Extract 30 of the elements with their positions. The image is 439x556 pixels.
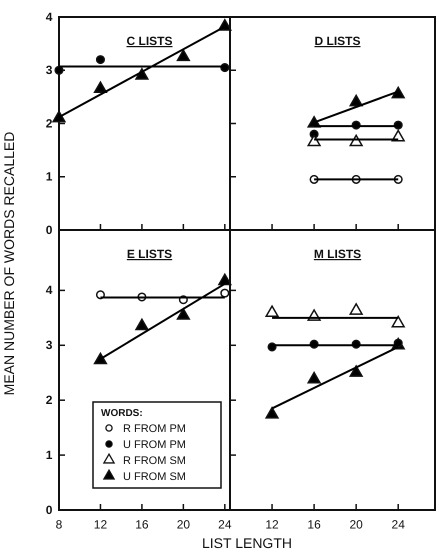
x-tick-label: 24 bbox=[392, 518, 406, 532]
text: E LISTS bbox=[126, 247, 172, 261]
x-tick-label: 20 bbox=[176, 518, 190, 532]
y-tick-label: 1 bbox=[46, 448, 53, 462]
text: C LISTS bbox=[126, 34, 173, 48]
x-tick-label: 24 bbox=[218, 518, 232, 532]
legend-label: U FROM SM bbox=[123, 471, 186, 483]
y-tick-label: 2 bbox=[46, 393, 53, 408]
legend-label: R FROM PM bbox=[123, 423, 186, 435]
x-axis-title: LIST LENGTH bbox=[202, 535, 292, 551]
y-tick-label: 1 bbox=[46, 170, 53, 184]
x-tick-label: 8 bbox=[56, 518, 63, 532]
x-tick-label: 12 bbox=[94, 518, 108, 532]
y-axis-title: MEAN NUMBER OF WORDS RECALLED bbox=[1, 132, 17, 396]
legend-title: WORDS: bbox=[101, 408, 143, 419]
legend-label: U FROM PM bbox=[123, 439, 186, 451]
y-tick-label: 0 bbox=[46, 502, 53, 517]
x-tick-label: 16 bbox=[135, 518, 149, 532]
text: M LISTS bbox=[314, 247, 362, 261]
y-tick-label: 4 bbox=[46, 10, 53, 24]
x-tick-label: 12 bbox=[265, 518, 280, 532]
y-tick-label: 3 bbox=[46, 338, 53, 352]
x-tick-label: 16 bbox=[307, 518, 322, 532]
legend-label: R FROM SM bbox=[123, 455, 186, 467]
y-tick-label: 3 bbox=[46, 63, 53, 78]
text: D LISTS bbox=[314, 34, 361, 48]
y-tick-label: 4 bbox=[46, 283, 53, 298]
y-tick-label: 0 bbox=[46, 222, 53, 237]
x-tick-label: 20 bbox=[349, 518, 364, 532]
y-tick-label: 2 bbox=[46, 116, 53, 130]
